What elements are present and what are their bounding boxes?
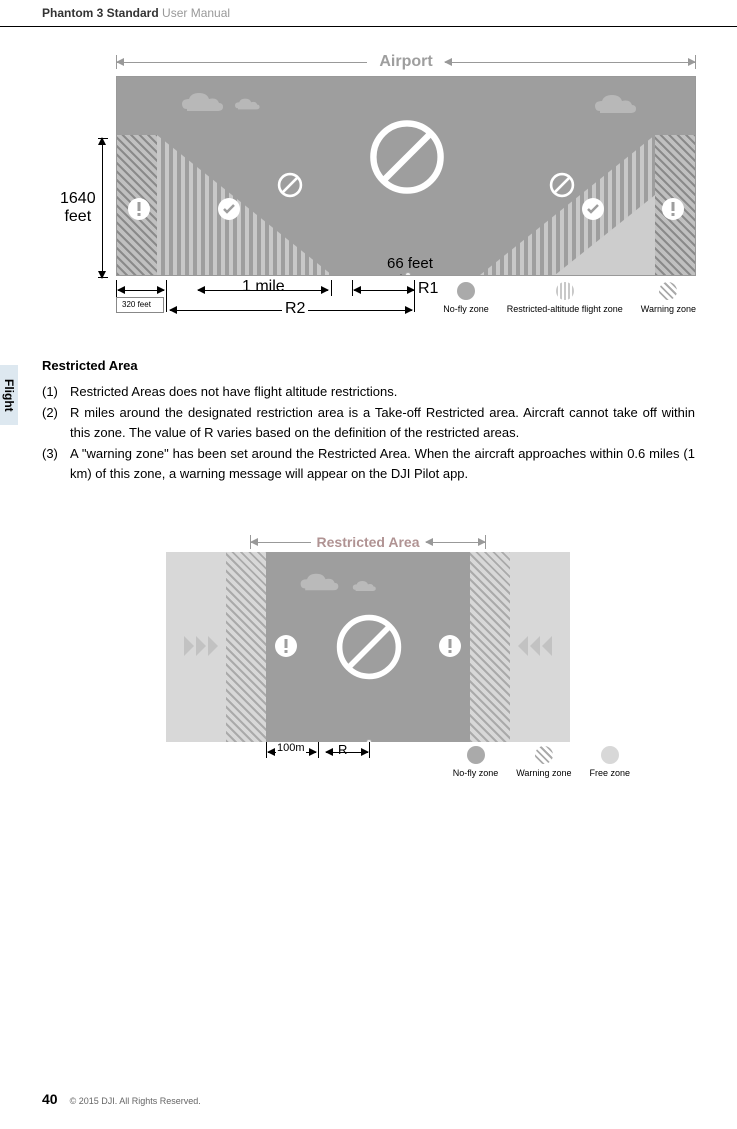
legend-free: Free zone <box>589 746 630 778</box>
list-item: (1) Restricted Areas does not have fligh… <box>42 382 695 402</box>
section-title: Restricted Area <box>42 356 695 376</box>
restricted-area-diagram: Restricted Area 100m R No-fly zone <box>166 530 570 810</box>
section-tab: Flight <box>0 365 18 425</box>
r1-label: R1 <box>418 280 438 298</box>
r2-label: R2 <box>282 300 308 318</box>
warning-zone-left <box>226 552 266 742</box>
prohibit-icon <box>277 172 303 198</box>
restricted-legend: No-fly zone Warning zone Free zone <box>453 746 630 778</box>
airport-legend: No-fly zone Restricted-altitude flight z… <box>443 282 696 314</box>
copyright: © 2015 DJI. All Rights Reserved. <box>70 1096 201 1106</box>
manual-subtitle: User Manual <box>162 6 230 20</box>
legend-nofly: No-fly zone <box>443 282 489 314</box>
height-66-indicator: 66 feet <box>395 245 455 276</box>
prohibit-icon <box>334 612 404 682</box>
arrows-left-icon <box>516 634 552 658</box>
warning-icon <box>127 197 151 221</box>
page-header: Phantom 3 Standard User Manual <box>0 0 737 27</box>
cloud-icon <box>590 91 640 117</box>
check-icon <box>217 197 241 221</box>
page-footer: 40 © 2015 DJI. All Rights Reserved. <box>42 1091 201 1107</box>
legend-restricted: Restricted-altitude flight zone <box>507 282 623 314</box>
list-item: (3) A "warning zone" has been set around… <box>42 444 695 483</box>
distance-mile-label: 1 mile <box>242 278 285 296</box>
cloud-icon <box>232 95 262 113</box>
list-item: (2) R miles around the designated restri… <box>42 403 695 442</box>
restricted-area-text: Restricted Area (1) Restricted Areas doe… <box>42 356 695 485</box>
warning-zone-right <box>470 552 510 742</box>
legend-warning: Warning zone <box>516 746 571 778</box>
restricted-area-label: Restricted Area <box>311 534 426 550</box>
airport-diagram: Airport 1640 feet 66 feet <box>66 50 696 330</box>
distance-320-label: 320 feet <box>122 300 151 309</box>
arrows-right-icon <box>184 634 220 658</box>
warning-icon <box>438 634 462 658</box>
page-number: 40 <box>42 1091 58 1107</box>
prohibit-icon <box>549 172 575 198</box>
distance-100m-label: 100m <box>276 742 306 754</box>
product-name: Phantom 3 Standard <box>42 6 159 20</box>
height-66-label: 66 feet <box>387 255 433 272</box>
height-1640-label: 1640 feet <box>60 190 96 225</box>
section-tab-label: Flight <box>2 379 16 412</box>
restricted-zones-box <box>166 552 570 742</box>
cloud-icon <box>296 570 342 594</box>
manual-title: Phantom 3 Standard User Manual <box>42 6 695 20</box>
prohibit-icon <box>367 117 447 197</box>
legend-nofly: No-fly zone <box>453 746 499 778</box>
cloud-icon <box>350 578 378 594</box>
check-icon <box>581 197 605 221</box>
height-1640-indicator: 1640 feet <box>66 138 112 278</box>
distance-r-label: R <box>338 742 347 757</box>
legend-warning: Warning zone <box>641 282 696 314</box>
cloud-icon <box>177 89 227 115</box>
warning-icon <box>274 634 298 658</box>
airport-label: Airport <box>367 53 444 71</box>
airport-zones-box: 66 feet <box>116 76 696 276</box>
warning-icon <box>661 197 685 221</box>
